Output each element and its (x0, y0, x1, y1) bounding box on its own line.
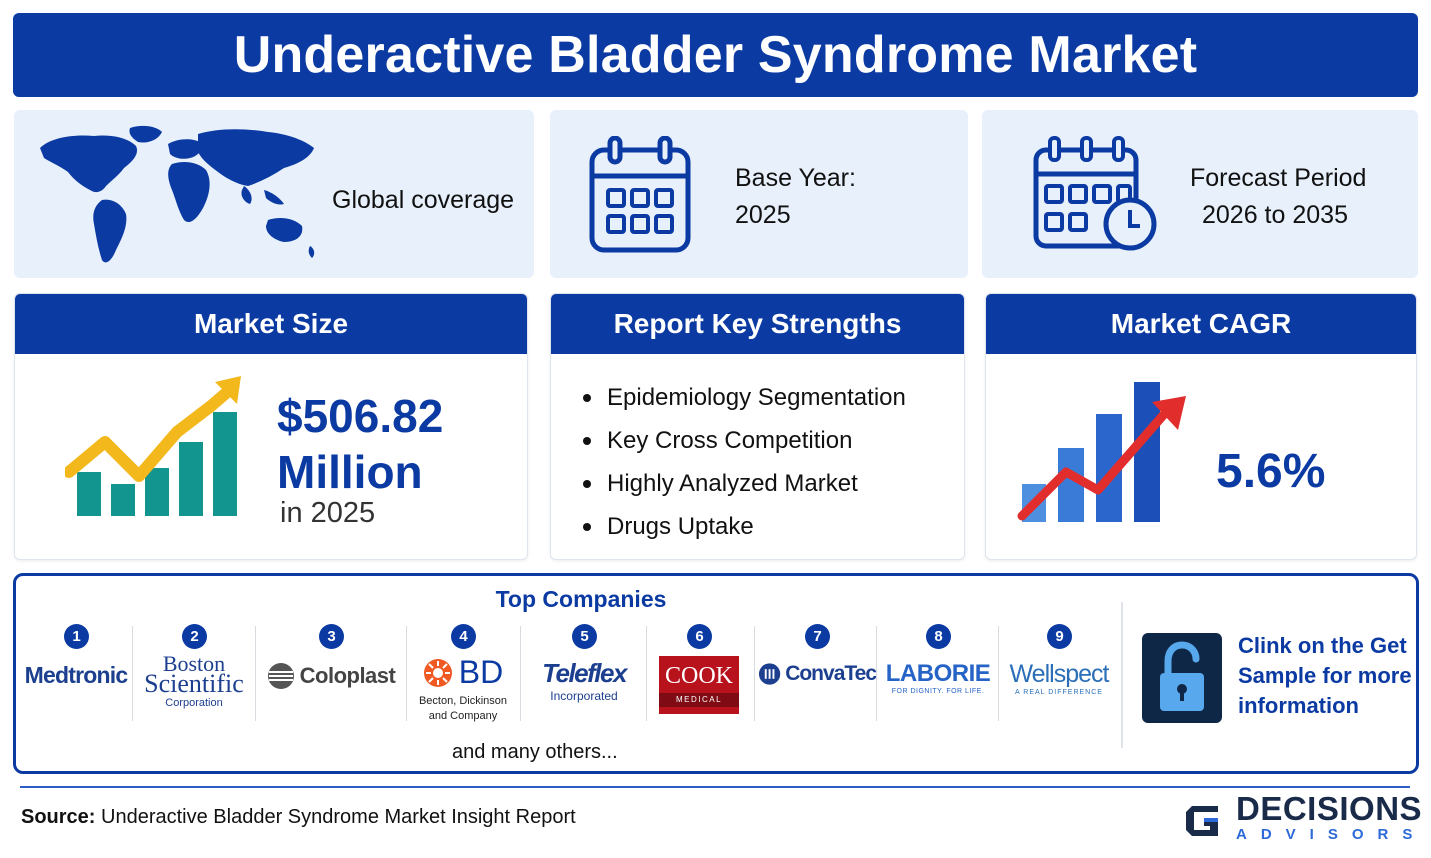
convatec-mark-icon (758, 663, 781, 685)
rising-bar-chart-icon (1017, 382, 1186, 522)
company-medtronic: 1 Medtronic (24, 620, 128, 730)
footer-divider (20, 786, 1410, 788)
calendar-clock-icon (1033, 136, 1157, 251)
market-size-value: $506.82 Million (277, 388, 443, 500)
company-wellspect: 9 Wellspect A REAL DIFFERENCE (1000, 620, 1118, 730)
medtronic-logo: Medtronic (24, 662, 129, 688)
market-size-card: Market Size $506.82 Million in 2025 (14, 293, 528, 560)
market-size-year: in 2025 (280, 497, 376, 529)
decisions-advisors-mark-icon (1186, 806, 1218, 836)
wellspect-logo: Wellspect A REAL DIFFERENCE (1009, 660, 1110, 696)
base-year-card: Base Year: 2025 (550, 110, 968, 278)
unlock-icon[interactable] (1142, 633, 1222, 723)
forecast-value: 2026 to 2035 (1202, 201, 1348, 229)
market-cagr-value: 5.6% (1216, 445, 1326, 498)
company-rank-badge: 3 (319, 624, 344, 649)
key-strengths-card: Report Key Strengths Epidemiology Segmen… (550, 293, 965, 560)
company-convatec: 7 ConvaTec (758, 620, 877, 730)
company-cook-medical: 6 COOK MEDICAL (654, 620, 744, 730)
laborie-logo: LABORIE FOR DIGNITY. FOR LIFE. (885, 660, 991, 695)
coverage-label: Global coverage (332, 186, 515, 214)
convatec-logo: ConvaTec (758, 662, 877, 686)
calendar-icon (589, 136, 691, 253)
company-rank-badge: 8 (926, 624, 951, 649)
market-size-value-unit: Million (277, 446, 423, 498)
title-banner: Underactive Bladder Syndrome Market (13, 13, 1418, 97)
cook-medical-logo: COOK MEDICAL (659, 656, 739, 714)
company-boston-scientific: 2 Boston Scientific Corporation (136, 620, 252, 730)
company-teleflex: 5 Teleflex Incorporated (524, 620, 644, 730)
company-rank-badge: 6 (687, 624, 712, 649)
list-item: Epidemiology Segmentation (583, 376, 906, 419)
company-rank-badge: 4 (451, 624, 476, 649)
source-note: Source: Underactive Bladder Syndrome Mar… (21, 806, 576, 828)
top-companies-panel: Top Companies 1 Medtronic 2 Boston Scien… (13, 573, 1419, 774)
list-item: Key Cross Competition (583, 419, 906, 462)
coloplast-mark-icon (267, 663, 294, 689)
key-strengths-list: Epidemiology Segmentation Key Cross Comp… (583, 376, 906, 548)
company-rank-badge: 2 (182, 624, 207, 649)
company-coloplast: 3 Coloplast (260, 620, 402, 730)
top-companies-heading: Top Companies (495, 586, 667, 612)
market-size-value-amount: $506.82 (277, 390, 444, 442)
forecast-card: Forecast Period 2026 to 2035 (982, 110, 1418, 278)
company-bd: 4 BD Becton, Dickinson and Company (408, 620, 518, 730)
company-laborie: 8 LABORIE FOR DIGNITY. FOR LIFE. (878, 620, 998, 730)
list-item: Drugs Uptake (583, 505, 906, 548)
other-companies-note: and many others... (452, 741, 618, 763)
brand-tagline: ADVISORS (1236, 826, 1427, 843)
company-rank-badge: 5 (572, 624, 597, 649)
key-strengths-heading: Report Key Strengths (551, 294, 964, 354)
growth-chart-icon (65, 376, 241, 516)
brand-logo: DECISIONS ADVISORS (1236, 792, 1426, 844)
get-sample-link[interactable]: Clink on the Get Sample for more informa… (1238, 633, 1412, 718)
coverage-card: Global coverage (14, 110, 534, 278)
market-cagr-heading: Market CAGR (986, 294, 1416, 354)
boston-scientific-logo: Boston Scientific Corporation (144, 651, 244, 710)
company-rank-badge: 1 (64, 624, 89, 649)
world-map-icon (40, 125, 315, 263)
base-year-label: Base Year: (735, 164, 856, 192)
brand-name: DECISIONS (1236, 790, 1423, 827)
market-cagr-card: Market CAGR 5.6% (985, 293, 1417, 560)
company-rank-badge: 9 (1047, 624, 1072, 649)
list-item: Highly Analyzed Market (583, 462, 906, 505)
market-size-heading: Market Size (15, 294, 527, 354)
forecast-label: Forecast Period (1190, 164, 1367, 192)
coloplast-logo: Coloplast (260, 662, 402, 690)
teleflex-logo: Teleflex Incorporated (542, 658, 627, 703)
bd-sun-icon (423, 658, 452, 687)
page-title: Underactive Bladder Syndrome Market (233, 26, 1198, 84)
company-rank-badge: 7 (805, 624, 830, 649)
base-year-value: 2025 (735, 201, 791, 229)
bd-logo: BD Becton, Dickinson and Company (418, 654, 508, 722)
